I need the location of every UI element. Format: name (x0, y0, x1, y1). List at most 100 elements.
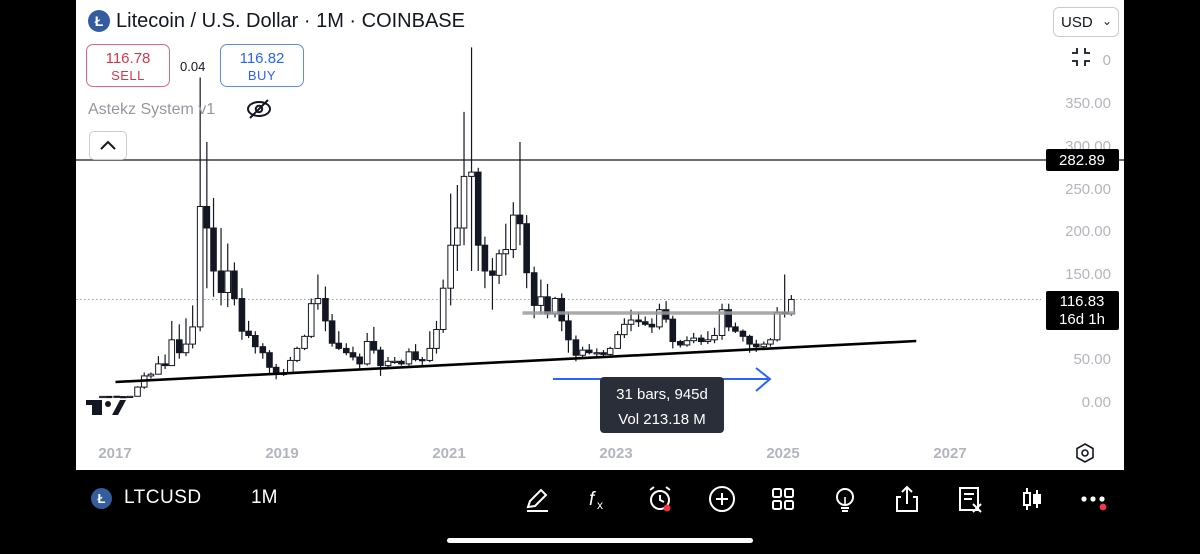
candle (600, 352, 607, 355)
sell-price: 116.78 (105, 50, 151, 67)
collapse-legend-button[interactable] (89, 131, 127, 160)
candle (447, 244, 454, 289)
chevron-up-icon (100, 140, 116, 150)
candle (307, 303, 315, 337)
candle (384, 360, 392, 367)
candle (656, 309, 663, 328)
order-panel-icon[interactable] (955, 484, 985, 514)
candle (168, 339, 176, 367)
candle (189, 326, 196, 345)
candle (182, 343, 190, 354)
chart-title[interactable]: Litecoin / U.S. Dollar · 1M · COINBASE (116, 10, 465, 32)
candle (439, 287, 447, 330)
time-axis-label: 2019 (265, 445, 298, 462)
horizontal-line-price: 282.89 (1059, 152, 1105, 169)
measure-volume: Vol 213.18 M (618, 411, 706, 428)
indicator-label[interactable]: Astekz System v1 (88, 101, 216, 118)
candle (231, 270, 238, 300)
add-plus-icon[interactable] (707, 484, 737, 514)
candle (641, 321, 649, 325)
alert-clock-icon[interactable] (645, 484, 675, 514)
candle (238, 298, 246, 332)
candle (565, 320, 572, 341)
candle (224, 270, 232, 293)
candle (606, 347, 614, 355)
ideas-bulb-icon[interactable] (830, 484, 860, 514)
candle (210, 227, 217, 272)
candle (697, 337, 705, 343)
candle (147, 373, 155, 377)
candle (113, 395, 120, 398)
candle (635, 319, 642, 323)
price-axis-label: 50.00 (1073, 351, 1111, 368)
candle (391, 360, 399, 363)
candle (301, 335, 308, 349)
candle (746, 335, 753, 345)
candle (676, 341, 684, 346)
candlestick-chart[interactable]: 0350.00300.00250.00200.00150.0050.000.00… (76, 0, 1124, 470)
home-indicator (447, 538, 753, 543)
settings-icon[interactable] (1074, 442, 1096, 464)
measure-bars: 31 bars, 945d (616, 386, 708, 403)
time-axis-label: 2017 (98, 445, 131, 462)
candle (614, 334, 621, 349)
eye-off-icon[interactable] (246, 98, 272, 120)
share-icon[interactable] (892, 484, 922, 514)
chevron-down-icon: ⌄ (1101, 14, 1112, 28)
time-axis-label: 2021 (432, 445, 465, 462)
buy-button[interactable]: 116.82 BUY (220, 44, 304, 87)
interval-button[interactable]: 1M (251, 487, 278, 508)
candle (217, 270, 225, 293)
candle (530, 272, 538, 306)
currency-select[interactable]: USD ⌄ (1053, 7, 1119, 37)
candle (537, 296, 545, 306)
candle (433, 328, 440, 349)
candle (704, 339, 712, 343)
price-axis-label: 0.00 (1082, 394, 1111, 411)
candle (502, 249, 510, 255)
sell-label: SELL (111, 68, 145, 83)
candle (732, 326, 739, 332)
candle (398, 360, 405, 365)
candle (683, 340, 691, 346)
candle (405, 351, 413, 365)
candle (314, 298, 322, 305)
more-dots-icon[interactable] (1078, 484, 1108, 514)
indicators-fx-icon[interactable]: f x (583, 484, 613, 514)
candle (155, 363, 162, 375)
price-axis-label: 150.00 (1065, 266, 1111, 283)
candle (251, 335, 259, 348)
layout-grid-icon[interactable] (768, 484, 798, 514)
draw-pencil-icon[interactable] (522, 484, 552, 514)
support-trendline (115, 339, 917, 384)
candle (725, 309, 733, 328)
candle (669, 318, 677, 343)
candle (161, 363, 169, 367)
candle (134, 386, 141, 397)
candle (349, 352, 357, 358)
candle (523, 223, 530, 274)
candle (460, 175, 468, 229)
chart-type-candles-icon[interactable] (1017, 484, 1047, 514)
fullscreen-icon[interactable] (1070, 46, 1092, 68)
candle (203, 206, 211, 229)
svg-text:x: x (597, 498, 603, 512)
symbol-logo-icon: Ł (91, 488, 112, 509)
candle (426, 347, 434, 361)
candle (585, 349, 593, 354)
buy-label: BUY (247, 68, 277, 83)
chart-area[interactable]: 0 350.00 300.00 250.00 200.00 150.00 50.00 0.00… (76, 0, 1124, 470)
candle (489, 270, 496, 276)
candle (648, 323, 656, 328)
candle (322, 298, 329, 322)
candle (335, 342, 343, 349)
symbol-button[interactable]: LTCUSD (124, 487, 202, 508)
candle (418, 359, 426, 362)
price-axis-label: 350.00 (1065, 95, 1111, 112)
horizontal-line-price-tag (1046, 149, 1119, 171)
candle (196, 206, 204, 328)
price-axis-label: 200.00 (1065, 223, 1111, 240)
sell-button[interactable]: 116.78 SELL (86, 44, 170, 87)
buy-price: 116.82 (239, 50, 285, 67)
price-axis-label: 0 (1103, 52, 1111, 69)
